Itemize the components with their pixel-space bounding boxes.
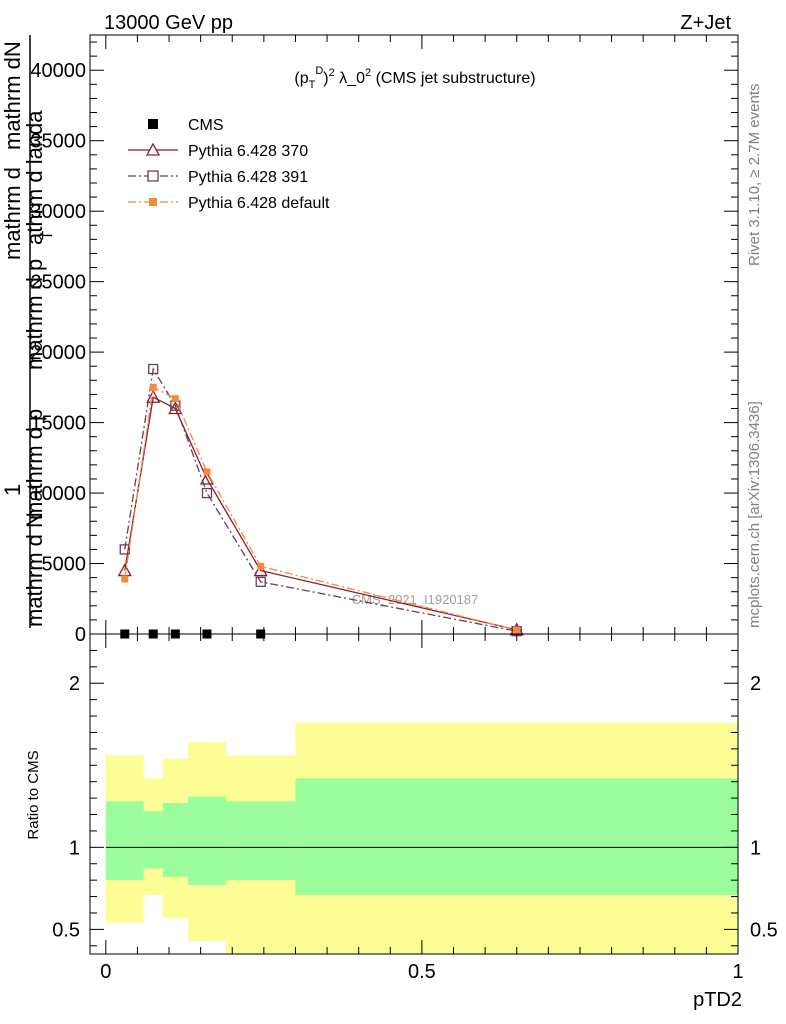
data-point-pythia-default — [171, 395, 179, 403]
ratio-ytick-label: 2 — [69, 673, 80, 695]
main-y-ticks: 0 5000 10000 15000 20000 25000 30000 35000 40000 — [30, 41, 738, 646]
y-label-numerator-4: athrm d landa — [22, 110, 47, 245]
ratio-ytick-label-right: 0.5 — [750, 919, 778, 941]
data-point-pythia-default — [513, 626, 521, 634]
y-label-denominator-1: mathrm d — [0, 167, 25, 260]
watermark-label: CMS_2021_I1920187 — [352, 592, 479, 607]
main-ytick-label: 30000 — [30, 201, 86, 223]
series-line — [124, 367, 517, 632]
y-label-pt-sub: T — [39, 231, 56, 240]
legend-marker — [147, 170, 159, 182]
y-label-numerator-2: mathrm d p — [22, 409, 47, 520]
ratio-ytick-label-right: 2 — [750, 673, 761, 695]
ratio-band-inner — [225, 801, 296, 881]
ratio-plot-frame — [89, 633, 739, 955]
series-line — [124, 386, 517, 631]
ratio-band-inner — [105, 801, 144, 881]
ratio-band-inner — [143, 811, 163, 869]
y-label-denominator-2: mathrm dN — [0, 41, 25, 150]
main-ytick-label: 5000 — [42, 554, 87, 576]
legend-label: Pythia 6.428 391 — [188, 169, 308, 186]
data-point-pythia-default — [149, 383, 157, 391]
ratio-x-ticks: 0 0.5 1 — [100, 634, 744, 983]
mcplots-credit-label: mcplots.cern.ch [arXiv:1306.3436] — [746, 401, 763, 628]
ratio-ytick-label: 1 — [69, 837, 80, 859]
main-ytick-label: 20000 — [30, 342, 86, 364]
data-point-pythia-default — [203, 468, 211, 476]
data-point-pythia-370 — [253, 563, 268, 577]
data-point-pythia-391 — [148, 363, 159, 375]
legend-label: Pythia 6.428 370 — [188, 143, 308, 160]
xtick-label: 1 — [732, 961, 743, 983]
data-point-pythia-default — [121, 575, 129, 583]
y-label-one: 1 — [0, 484, 25, 496]
main-ytick-label: 35000 — [30, 131, 86, 153]
data-point-pythia-391 — [255, 576, 266, 588]
xtick-label: 0 — [100, 961, 111, 983]
legend-marker — [145, 142, 161, 156]
y-label-numerator-3: mathrm d p — [22, 259, 47, 370]
data-point-pythia-370 — [168, 401, 183, 415]
main-ytick-label: 25000 — [30, 272, 86, 294]
data-point-pythia-370 — [146, 389, 161, 403]
data-point-pythia-default — [257, 562, 265, 570]
ratio-band-inner — [162, 803, 188, 877]
main-ytick-label: 15000 — [30, 413, 86, 435]
legend-label: Pythia 6.428 default — [188, 195, 330, 212]
main-ytick-label: 10000 — [30, 483, 86, 505]
ratio-y-axis-label: Ratio to CMS — [25, 750, 42, 839]
ratio-uncertainty-bands — [105, 722, 738, 954]
y-label-numerator-1: mathrm d N — [22, 512, 47, 627]
rivet-version-label: Rivet 3.1.10, ≥ 2.7M events — [746, 84, 763, 267]
legend-marker — [149, 198, 157, 206]
main-y-axis-label: mathrm d N mathrm d p mathrm d p athrm d… — [0, 35, 56, 628]
main-plot-title: (pTD)2 λ_02 (CMS jet substructure) — [294, 65, 535, 91]
main-ytick-label: 40000 — [30, 60, 86, 82]
data-point-pythia-391 — [201, 487, 213, 499]
legend: CMS Pythia 6.428 370 Pythia 6.428 391 Pythi… — [128, 117, 330, 212]
ratio-band-inner — [187, 796, 226, 886]
x-axis-label: pTD2 — [693, 989, 742, 1011]
header-left: 13000 GeV pp — [104, 12, 233, 34]
xtick-label: 0.5 — [408, 961, 436, 983]
legend-marker — [148, 119, 158, 129]
main-ytick-label: 0 — [75, 624, 86, 646]
ratio-ytick-label-right: 1 — [750, 837, 761, 859]
ratio-plot-panel: 0.5 0.51 12 2 0 0.5 1 Ratio to CMS pTD2 — [25, 633, 778, 1011]
ratio-y-ticks: 0.5 0.5 1 1 2 2 — [52, 649, 778, 947]
series-line — [124, 396, 517, 631]
ratio-ytick-label: 0.5 — [52, 919, 80, 941]
ratio-band-inner — [295, 778, 738, 895]
main-plot-panel: 0 5000 10000 15000 20000 25000 30000 35000 40000… — [30, 34, 739, 646]
data-point-pythia-391 — [119, 544, 130, 555]
legend-label: CMS — [188, 117, 224, 134]
header-right: Z+Jet — [680, 12, 731, 34]
